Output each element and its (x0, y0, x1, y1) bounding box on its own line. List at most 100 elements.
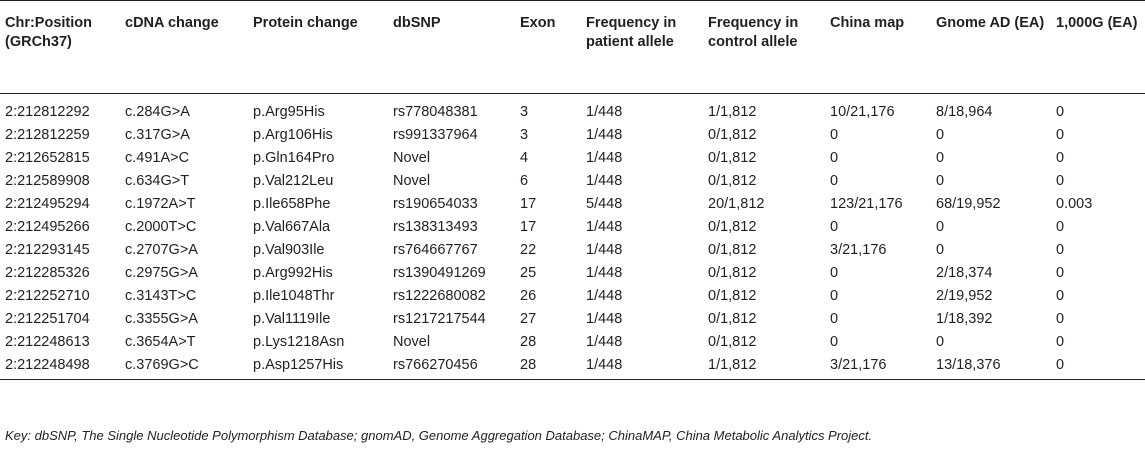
table-cell: p.Val667Ala (253, 219, 331, 235)
column-header: Chr:Position (GRCh37) (5, 15, 92, 50)
table-cell: p.Val903Ile (253, 242, 325, 258)
column-header: cDNA change (125, 15, 219, 31)
table-cell: 1/448 (586, 311, 623, 327)
table-cell: 0 (830, 288, 839, 304)
table-cell: rs778048381 (393, 104, 478, 120)
table-header: Chr:Position (GRCh37) cDNA change Protein … (0, 0, 1145, 94)
table-cell: 2:212495266 (5, 219, 90, 235)
table-cell: 1/448 (586, 334, 623, 350)
table-cell: 28 (520, 334, 537, 350)
table-cell: 0 (936, 127, 945, 143)
table-cell: 26 (520, 288, 537, 304)
table-cell: 0 (1056, 242, 1065, 258)
header-row: Chr:Position (GRCh37) cDNA change Protein … (0, 0, 1145, 94)
table-footnote: Key: dbSNP, The Single Nucleotide Polymo… (5, 428, 873, 443)
table-cell: 5/448 (586, 196, 623, 212)
table-cell: 25 (520, 265, 537, 281)
table-cell: Novel (393, 150, 431, 166)
table-cell: 8/18,964 (936, 104, 993, 120)
table-row: 2:212248498 c.3769G>C p.Asp1257His rs766270… (0, 354, 1145, 380)
table-cell: 3/21,176 (830, 242, 887, 258)
table-cell: c.1972A>T (125, 196, 196, 212)
column-header: Exon (520, 15, 556, 31)
table-cell: 2:212251704 (5, 311, 90, 327)
table-cell: 0 (936, 219, 945, 235)
table-cell: 3 (520, 127, 529, 143)
column-header: dbSNP (393, 15, 441, 31)
table-row: 2:212285326 c.2975G>A p.Arg992His rs1390491… (0, 262, 1145, 285)
table-cell: 0.003 (1056, 196, 1093, 212)
table-cell: 0/1,812 (708, 265, 757, 281)
table-cell: 0/1,812 (708, 219, 757, 235)
table-cell: c.3769G>C (125, 357, 199, 373)
table-cell: 0 (830, 127, 839, 143)
table-cell: 4 (520, 150, 529, 166)
table-cell: rs138313493 (393, 219, 478, 235)
column-header: Frequency in patient allele (586, 15, 677, 50)
table-cell: 1/18,392 (936, 311, 993, 327)
table-cell: 0 (1056, 127, 1065, 143)
table-cell: 2/19,952 (936, 288, 993, 304)
table-cell: c.634G>T (125, 173, 190, 189)
table-cell: 17 (520, 219, 537, 235)
table-cell: 2:212495294 (5, 196, 90, 212)
table-body: 2:212812292 c.284G>A p.Arg95His rs778048381… (0, 94, 1145, 380)
table-row: 2:212812259 c.317G>A p.Arg106His rs99133796… (0, 124, 1145, 147)
table-cell: p.Lys1218Asn (253, 334, 345, 350)
table-cell: 0 (936, 173, 945, 189)
table-cell: 0 (936, 242, 945, 258)
table-cell: 2:212812259 (5, 127, 90, 143)
table-cell: p.Asp1257His (253, 357, 344, 373)
table-cell: 2:212589908 (5, 173, 90, 189)
table-cell: 0 (830, 311, 839, 327)
table-cell: 0 (936, 150, 945, 166)
table-cell: c.3355G>A (125, 311, 198, 327)
variant-table-container: Chr:Position (GRCh37) cDNA change Protein … (0, 0, 1145, 380)
table-cell: c.284G>A (125, 104, 190, 120)
table-cell: 0 (1056, 219, 1065, 235)
table-row: 2:212252710 c.3143T>C p.Ile1048Thr rs122268… (0, 285, 1145, 308)
table-cell: 0/1,812 (708, 150, 757, 166)
table-cell: 0 (830, 265, 839, 281)
table-cell: 1/1,812 (708, 104, 757, 120)
table-cell: 10/21,176 (830, 104, 895, 120)
table-cell: 0/1,812 (708, 311, 757, 327)
table-cell: 0 (936, 334, 945, 350)
table-cell: 1/448 (586, 288, 623, 304)
table-cell: 20/1,812 (708, 196, 765, 212)
table-cell: rs1222680082 (393, 288, 486, 304)
table-cell: 1/448 (586, 357, 623, 373)
table-cell: 27 (520, 311, 537, 327)
table-cell: 13/18,376 (936, 357, 1001, 373)
table-cell: 0/1,812 (708, 288, 757, 304)
table-cell: rs190654033 (393, 196, 478, 212)
table-cell: 0/1,812 (708, 334, 757, 350)
table-cell: c.3654A>T (125, 334, 196, 350)
table-cell: 0 (1056, 311, 1065, 327)
table-cell: c.2000T>C (125, 219, 197, 235)
table-cell: 1/448 (586, 219, 623, 235)
table-cell: 1/1,812 (708, 357, 757, 373)
column-header: Protein change (253, 15, 358, 31)
table-cell: Novel (393, 334, 431, 350)
table-cell: 1/448 (586, 150, 623, 166)
table-cell: 2:212652815 (5, 150, 90, 166)
table-cell: 2/18,374 (936, 265, 993, 281)
table-cell: 2:212812292 (5, 104, 90, 120)
table-cell: 6 (520, 173, 529, 189)
column-header: 1,000G (EA) (1056, 15, 1138, 31)
table-cell: 1/448 (586, 104, 623, 120)
table-cell: p.Ile658Phe (253, 196, 331, 212)
table-cell: 2:212285326 (5, 265, 90, 281)
variant-table: Chr:Position (GRCh37) cDNA change Protein … (0, 0, 1145, 380)
table-row: 2:212251704 c.3355G>A p.Val1119Ile rs121721… (0, 308, 1145, 331)
table-cell: 17 (520, 196, 537, 212)
table-cell: 0 (830, 334, 839, 350)
table-cell: 0 (1056, 357, 1065, 373)
table-cell: rs1390491269 (393, 265, 486, 281)
table-cell: rs764667767 (393, 242, 478, 258)
table-cell: 2:212293145 (5, 242, 90, 258)
table-cell: 2:212248498 (5, 357, 90, 373)
table-cell: 3/21,176 (830, 357, 887, 373)
table-cell: rs1217217544 (393, 311, 486, 327)
